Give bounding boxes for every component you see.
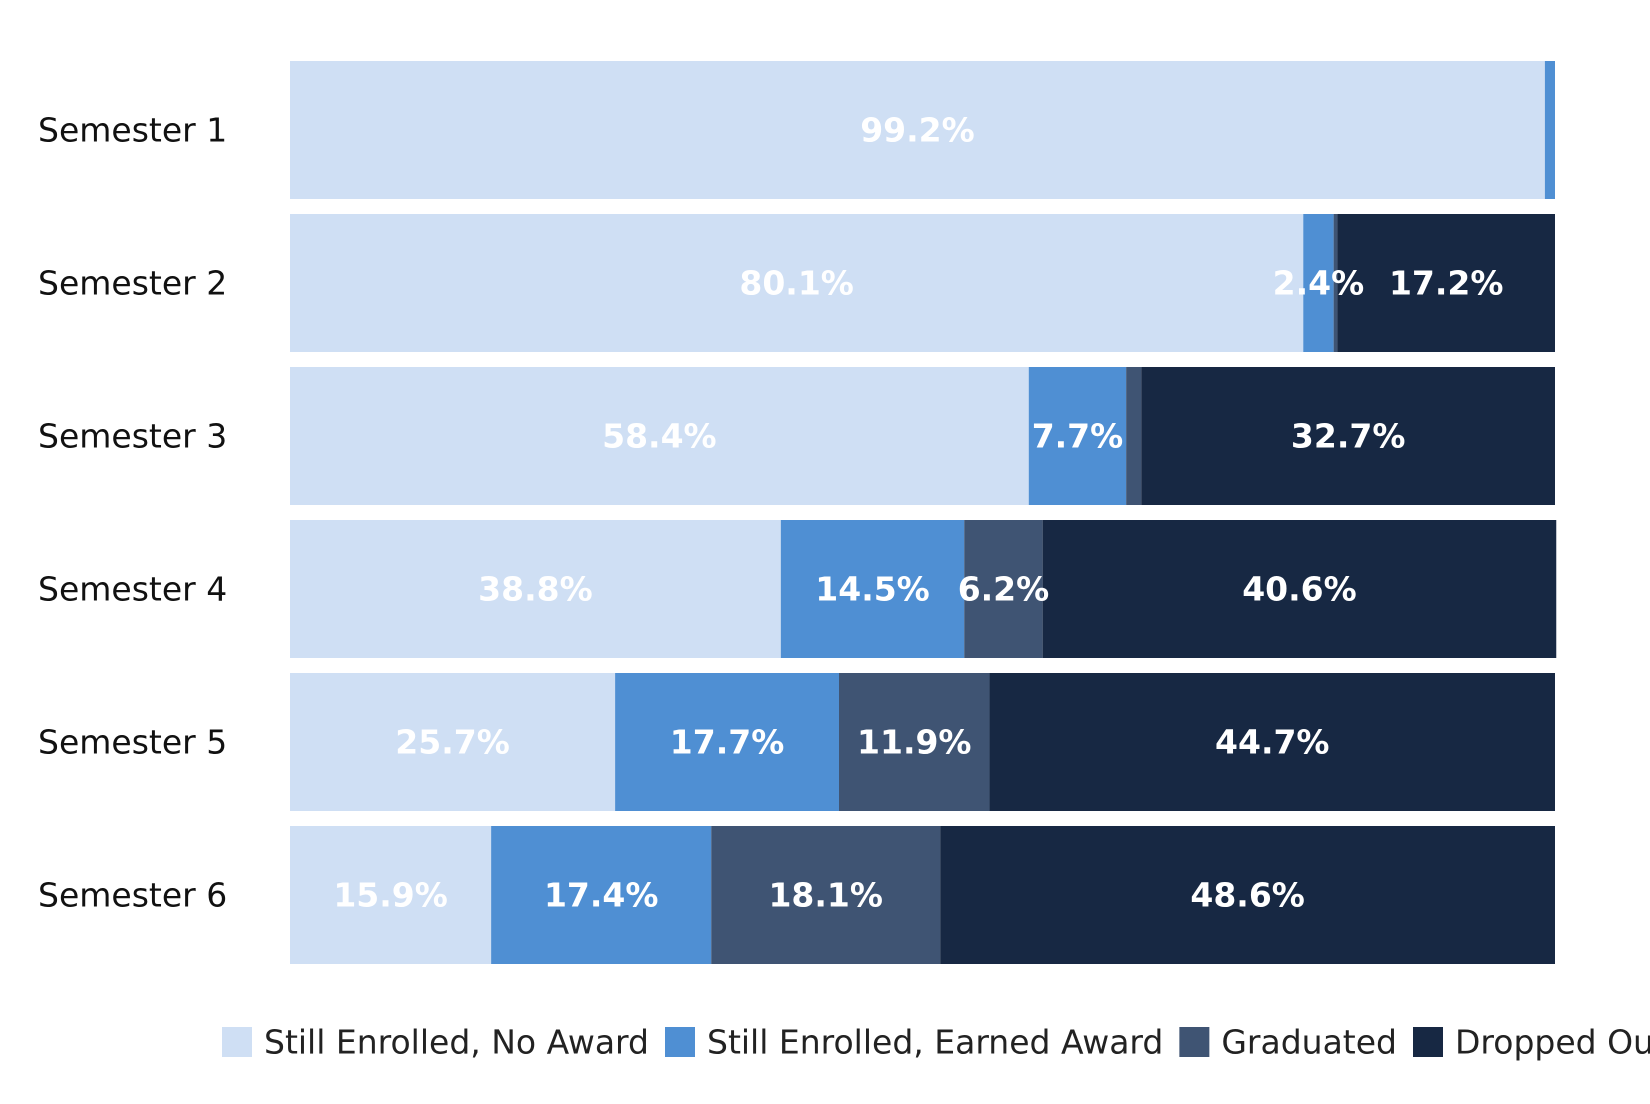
bar-semester-4-dropped-out: [1042, 520, 1557, 658]
bar-semester-5-still-enrolled-no-award: [290, 673, 616, 811]
legend-swatch-still-enrolled-no-award: [222, 1027, 252, 1057]
bar-semester-2-still-enrolled-no-award: [290, 214, 1304, 352]
legend: Still Enrolled, No Award Still Enrolled, …: [222, 1023, 1650, 1062]
data-label-semester-2-dropped-out: 17.2%: [1389, 264, 1504, 303]
bar-semester-5-still-enrolled-earned-award: [615, 673, 840, 811]
category-label-semester-3: Semester 3: [38, 417, 227, 456]
data-label-semester-3-still-enrolled-earned-award: 7.7%: [1032, 417, 1124, 456]
category-label-semester-1: Semester 1: [38, 111, 227, 150]
bar-semester-4-still-enrolled-earned-award: [780, 520, 965, 658]
data-label-semester-3-still-enrolled-no-award: 58.4%: [602, 417, 717, 456]
value-labels-layer: 99.2% 80.1% 2.4% 17.2% 58.4% 7.7% 32.7% 38.8% 14…: [333, 111, 1503, 915]
data-label-semester-1-still-enrolled-no-award: 99.2%: [860, 111, 975, 150]
data-label-semester-4-still-enrolled-earned-award: 14.5%: [815, 570, 930, 609]
legend-label-dropped-out: Dropped Out: [1455, 1023, 1650, 1062]
bar-semester-4-still-enrolled-no-award: [290, 520, 781, 658]
legend-label-graduated: Graduated: [1221, 1023, 1397, 1062]
data-label-semester-4-graduated: 6.2%: [958, 570, 1050, 609]
legend-swatch-still-enrolled-earned-award: [665, 1027, 695, 1057]
data-label-semester-5-dropped-out: 44.7%: [1215, 723, 1330, 762]
bar-semester-5-graduated: [839, 673, 990, 811]
bar-semester-6-still-enrolled-earned-award: [491, 826, 712, 964]
bar-semester-2-graduated: [1333, 214, 1338, 352]
data-label-semester-6-dropped-out: 48.6%: [1190, 876, 1305, 915]
bar-semester-6-still-enrolled-no-award: [290, 826, 492, 964]
data-label-semester-5-still-enrolled-earned-award: 17.7%: [670, 723, 785, 762]
bar-semester-2-dropped-out: [1337, 214, 1555, 352]
legend-swatch-graduated: [1179, 1027, 1210, 1057]
category-labels-layer: Semester 1 Semester 2 Semester 3 Semester 4…: [38, 111, 227, 915]
bar-semester-3-dropped-out: [1141, 367, 1555, 505]
bar-semester-4-graduated: [964, 520, 1043, 658]
data-label-semester-4-dropped-out: 40.6%: [1242, 570, 1357, 609]
legend-swatch-dropped-out: [1413, 1027, 1443, 1057]
data-label-semester-6-still-enrolled-no-award: 15.9%: [333, 876, 448, 915]
category-label-semester-4: Semester 4: [38, 570, 227, 609]
data-label-semester-5-graduated: 11.9%: [857, 723, 972, 762]
bars-layer: [290, 61, 1557, 964]
data-label-semester-6-still-enrolled-earned-award: 17.4%: [544, 876, 659, 915]
bar-semester-3-graduated: [1126, 367, 1142, 505]
data-label-semester-2-still-enrolled-no-award: 80.1%: [739, 264, 854, 303]
category-label-semester-5: Semester 5: [38, 723, 227, 762]
legend-label-still-enrolled-earned-award: Still Enrolled, Earned Award: [707, 1023, 1163, 1062]
bar-semester-5-dropped-out: [989, 673, 1555, 811]
category-label-semester-6: Semester 6: [38, 876, 227, 915]
category-label-semester-2: Semester 2: [38, 264, 227, 303]
bar-semester-6-dropped-out: [940, 826, 1555, 964]
bar-semester-3-still-enrolled-earned-award: [1028, 367, 1127, 505]
bar-semester-2-still-enrolled-earned-award: [1303, 214, 1334, 352]
data-label-semester-4-still-enrolled-no-award: 38.8%: [478, 570, 593, 609]
bar-semester-6-graduated: [711, 826, 941, 964]
bar-semester-1-still-enrolled-no-award: [290, 61, 1545, 199]
legend-label-still-enrolled-no-award: Still Enrolled, No Award: [264, 1023, 649, 1062]
bar-semester-3-still-enrolled-no-award: [290, 367, 1029, 505]
data-label-semester-2-still-enrolled-earned-award: 2.4%: [1273, 264, 1365, 303]
data-label-semester-5-still-enrolled-no-award: 25.7%: [395, 723, 510, 762]
data-label-semester-3-dropped-out: 32.7%: [1291, 417, 1406, 456]
data-label-semester-6-graduated: 18.1%: [768, 876, 883, 915]
bar-semester-1-still-enrolled-earned-award: [1544, 61, 1555, 199]
